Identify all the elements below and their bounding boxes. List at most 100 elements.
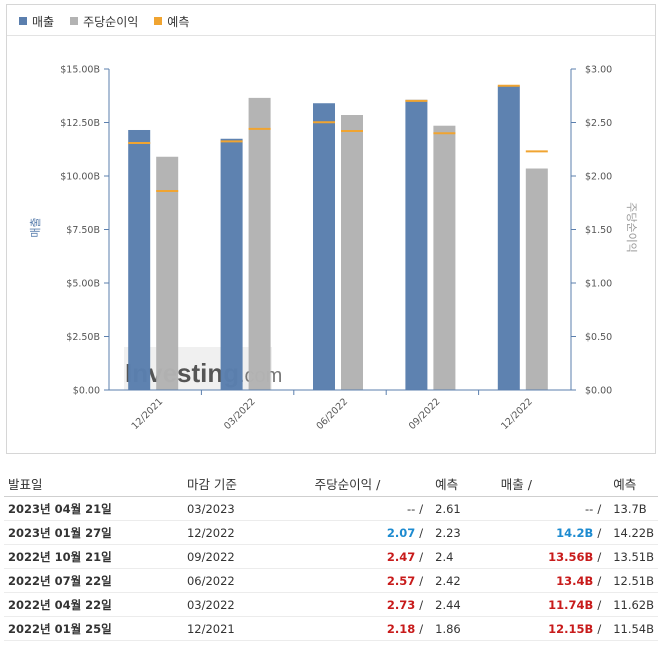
revenue-actual-cell: 12.15B / (496, 616, 610, 641)
eps-forecast: 1.86 (431, 616, 497, 641)
revenue-actual-cell: 11.74B / (496, 592, 610, 617)
revenue-forecast: 14.22B (609, 520, 658, 545)
period-end: 12/2022 (182, 520, 311, 545)
eps-forecast: 2.23 (431, 520, 497, 545)
eps-actual-cell: -- / (310, 496, 432, 521)
legend-label-forecast: 예측 (167, 14, 190, 29)
revenue-slash: / (597, 573, 602, 588)
eps-forecast: 2.44 (431, 592, 497, 617)
header-revenue[interactable]: 매출 / (496, 470, 610, 497)
eps-actual: 2.18 (386, 621, 416, 636)
x-tick-label: 12/2022 (499, 396, 535, 432)
eps-bar (433, 125, 456, 391)
earnings-table: 발표일 마감 기준 주당순이익 / 예측 매출 / 예측 2023년 04월 21일… (4, 470, 658, 641)
legend-divider (7, 35, 655, 36)
eps-actual-cell: 2.47/ (310, 544, 432, 569)
revenue-slash: / (597, 501, 602, 516)
eps-swatch-icon (70, 17, 79, 25)
period-end: 03/2022 (182, 592, 311, 617)
revenue-actual: 13.56B (548, 549, 594, 564)
legend-label-revenue: 매출 (32, 14, 55, 29)
legend-item-forecast[interactable]: 예측 (154, 13, 189, 30)
eps-actual-cell: 2.73/ (310, 592, 432, 617)
revenue-slash: / (597, 549, 602, 564)
eps-bar (156, 156, 179, 390)
earnings-chart-panel: 매출 주당순이익 예측 Investing.com $0.00$2.50B$5.… (6, 4, 656, 454)
revenue-actual: 11.74B (548, 597, 594, 612)
table-row: 2022년 04월 22일 03/2022 2.73/2.44 11.74B/11.6… (4, 592, 658, 617)
revenue-actual-cell: -- / (496, 496, 610, 521)
revenue-forecast: 11.62B (609, 592, 658, 617)
revenue-slash: / (597, 525, 602, 540)
eps-forecast: 2.42 (431, 568, 497, 593)
period-end: 12/2021 (182, 616, 311, 641)
right-tick-label: $1.50 (585, 225, 612, 236)
eps-forecast: 2.61 (431, 496, 497, 521)
revenue-actual: -- (585, 501, 594, 516)
eps-bar (525, 168, 548, 390)
eps-slash: / (419, 549, 424, 564)
left-tick-label: $0.00 (73, 386, 100, 397)
header-eps-label: 주당순이익 (314, 476, 373, 492)
revenue-forecast: 13.51B (609, 544, 658, 569)
revenue-actual: 14.2B (556, 525, 594, 540)
eps-slash: / (419, 525, 424, 540)
forecast-swatch-icon (154, 17, 163, 25)
release-date: 2022년 01월 25일 (4, 616, 183, 641)
eps-actual: -- (406, 501, 416, 516)
release-date: 2022년 10월 21일 (4, 544, 183, 569)
left-tick-label: $12.50B (60, 118, 100, 129)
table-header-row: 발표일 마감 기준 주당순이익 / 예측 매출 / 예측 (4, 470, 658, 497)
revenue-swatch-icon (19, 17, 27, 25)
right-tick-label: $2.00 (585, 172, 612, 183)
header-revenue-label: 매출 (500, 476, 524, 492)
eps-actual-cell: 2.18/ (310, 616, 432, 641)
table-row: 2022년 10월 21일 09/2022 2.47/2.4 13.56B/13.51… (4, 544, 658, 569)
left-tick-label: $5.00B (66, 279, 100, 290)
x-tick-label: 03/2022 (222, 396, 258, 432)
eps-actual: 2.57 (386, 573, 416, 588)
legend-item-revenue[interactable]: 매출 (19, 13, 54, 30)
header-eps[interactable]: 주당순이익 / (310, 470, 432, 497)
eps-actual: 2.47 (386, 549, 416, 564)
revenue-actual: 13.4B (556, 573, 594, 588)
eps-bar (248, 97, 271, 390)
eps-bar (341, 115, 363, 390)
period-end: 09/2022 (182, 544, 311, 569)
table-row: 2022년 01월 25일 12/2021 2.18/1.86 12.15B/11.5… (4, 616, 658, 641)
eps-actual-cell: 2.57/ (310, 568, 432, 593)
right-axis-title: 주당순이익 (625, 202, 638, 253)
header-revenue-forecast[interactable]: 예측 (609, 470, 658, 497)
revenue-forecast: 13.7B (609, 496, 658, 521)
eps-slash: / (419, 621, 424, 636)
header-date[interactable]: 발표일 (4, 470, 183, 497)
right-tick-label: $1.00 (585, 279, 612, 290)
period-end: 03/2023 (182, 496, 311, 521)
header-period[interactable]: 마감 기준 (182, 470, 311, 497)
header-eps-forecast[interactable]: 예측 (431, 470, 497, 497)
right-tick-label: $3.00 (585, 65, 612, 76)
x-tick-label: 12/2021 (130, 396, 166, 432)
revenue-forecast: 12.51B (609, 568, 658, 593)
revenue-slash: / (597, 597, 602, 612)
eps-slash: / (419, 501, 424, 516)
table-row: 2023년 01월 27일 12/2022 2.07/2.23 14.2B/14.22… (4, 520, 658, 545)
eps-forecast: 2.4 (431, 544, 497, 569)
left-tick-label: $2.50B (66, 332, 100, 343)
eps-actual: 2.73 (386, 597, 416, 612)
release-date: 2022년 07월 22일 (4, 568, 183, 593)
revenue-forecast: 11.54B (609, 616, 658, 641)
revenue-bar (128, 129, 151, 390)
header-revenue-slash: / (527, 476, 532, 492)
revenue-bar (220, 138, 243, 390)
revenue-actual-cell: 14.2B / (496, 520, 610, 545)
bar-chart: Investing.com $0.00$2.50B$5.00B$7.50B$10… (29, 65, 638, 433)
right-tick-label: $0.00 (585, 386, 612, 397)
legend-item-eps[interactable]: 주당순이익 (70, 13, 138, 30)
right-tick-label: $0.50 (585, 332, 612, 343)
left-axis-title: 매출 (29, 217, 42, 237)
eps-slash: / (419, 573, 424, 588)
left-tick-label: $10.00B (60, 172, 100, 183)
chart-legend: 매출 주당순이익 예측 (19, 11, 205, 31)
release-date: 2022년 04월 22일 (4, 592, 183, 617)
